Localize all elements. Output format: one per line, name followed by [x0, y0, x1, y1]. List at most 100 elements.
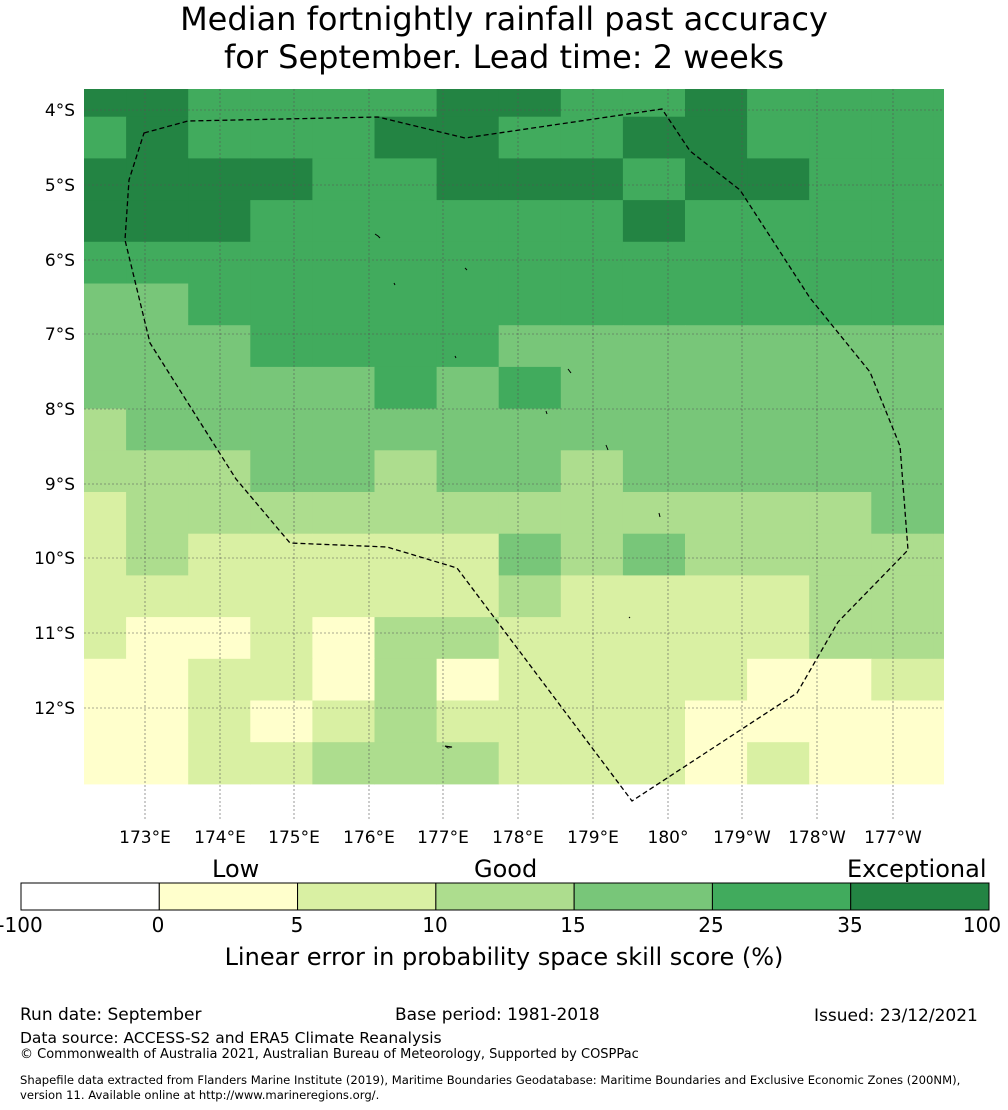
- issued-date: Issued: 23/12/2021: [814, 1006, 978, 1026]
- skill-cell: [809, 492, 872, 535]
- skill-cell: [933, 533, 944, 576]
- skill-cell: [250, 283, 313, 326]
- shapefile-credit-line2: version 11. Available online at http://w…: [20, 1088, 380, 1102]
- skill-cell: [685, 742, 748, 785]
- skill-cell: [622, 617, 686, 660]
- skill-cell: [498, 533, 562, 576]
- skill-cell: [871, 366, 934, 410]
- chart-title-line1: Median fortnightly rainfall past accurac…: [180, 0, 828, 38]
- skill-cell: [188, 325, 251, 368]
- skill-cell: [312, 408, 375, 451]
- shapefile-credit-line1: Shapefile data extracted from Flanders M…: [20, 1073, 961, 1087]
- skill-cell: [871, 450, 934, 493]
- skill-cell: [685, 325, 748, 368]
- skill-cell: [250, 575, 313, 618]
- skill-cell: [126, 283, 189, 326]
- skill-cell: [84, 700, 127, 743]
- skill-cell: [809, 283, 872, 326]
- skill-cell: [685, 700, 748, 743]
- skill-cell: [126, 158, 189, 201]
- skill-cell: [436, 158, 500, 201]
- skill-cell: [250, 200, 313, 243]
- skill-cell: [871, 533, 934, 576]
- lon-label: 173°E: [119, 828, 171, 848]
- skill-cell: [374, 89, 438, 118]
- skill-cell: [498, 325, 562, 368]
- skill-cell: [312, 492, 375, 535]
- skill-cell: [933, 241, 944, 284]
- skill-cell: [622, 658, 686, 701]
- skill-cell: [84, 408, 127, 451]
- skill-cell: [622, 533, 686, 576]
- skill-cell: [250, 700, 313, 743]
- skill-cell: [933, 200, 944, 243]
- skill-cell: [188, 658, 251, 701]
- skill-cell: [871, 575, 934, 618]
- skill-cell: [560, 200, 624, 243]
- skill-cell: [84, 116, 127, 159]
- skill-cell: [871, 325, 934, 368]
- lat-label: 12°S: [34, 699, 75, 719]
- skill-cell: [374, 241, 438, 284]
- skill-cell: [188, 492, 251, 535]
- lon-label: 180°: [648, 828, 689, 848]
- skill-cell: [374, 366, 438, 410]
- skill-cell: [126, 366, 189, 410]
- skill-cell: [685, 617, 748, 660]
- colorbar-segment: [297, 882, 437, 911]
- skill-cell: [685, 575, 748, 618]
- colorbar-tick-0: 0: [151, 913, 165, 937]
- lat-label: 8°S: [45, 400, 75, 420]
- skill-cell: [871, 658, 934, 701]
- skill-cell: [871, 492, 934, 535]
- skill-cell: [498, 158, 562, 201]
- colorbar-tick-15: 15: [560, 913, 586, 937]
- colorbar-tick-100: 100: [962, 913, 1002, 937]
- skill-cell: [84, 89, 127, 118]
- skill-grid-cells: [84, 89, 944, 785]
- skill-cell: [126, 617, 189, 660]
- skill-cell: [188, 408, 251, 451]
- island-6: [545, 410, 548, 415]
- lon-label: 175°E: [268, 828, 320, 848]
- skill-cell: [560, 116, 624, 159]
- lon-label: 177°W: [864, 828, 922, 848]
- skill-cell: [560, 492, 624, 535]
- skill-cell: [622, 158, 686, 201]
- skill-cell: [560, 366, 624, 410]
- skill-cell: [84, 742, 127, 785]
- colorbar-segment: [850, 882, 990, 911]
- skill-cell: [933, 492, 944, 535]
- skill-cell: [250, 742, 313, 785]
- skill-cell: [933, 742, 944, 785]
- skill-cell: [436, 408, 500, 451]
- skill-cell: [933, 158, 944, 201]
- skill-cell: [312, 742, 375, 785]
- skill-cell: [622, 742, 686, 785]
- skill-cell: [747, 533, 810, 576]
- copyright-notice: © Commonwealth of Australia 2021, Austra…: [20, 1047, 639, 1062]
- lon-label: 177°E: [417, 828, 469, 848]
- skill-cell: [747, 366, 810, 410]
- skill-cell: [498, 408, 562, 451]
- skill-cell: [126, 325, 189, 368]
- skill-cell: [84, 492, 127, 535]
- skill-cell: [250, 492, 313, 535]
- skill-cell: [126, 700, 189, 743]
- skill-cell: [747, 617, 810, 660]
- skill-cell: [622, 575, 686, 618]
- lon-label: 178°W: [788, 828, 846, 848]
- skill-cell: [747, 658, 810, 701]
- skill-cell: [498, 575, 562, 618]
- skill-cell: [809, 158, 872, 201]
- island-1: [374, 233, 381, 239]
- skill-cell: [374, 492, 438, 535]
- skill-cell: [933, 89, 944, 118]
- skill-cell: [312, 533, 375, 576]
- skill-cell: [747, 700, 810, 743]
- skill-cell: [809, 658, 872, 701]
- skill-cell: [250, 450, 313, 493]
- skill-cell: [84, 575, 127, 618]
- colorbar: [20, 882, 990, 911]
- colorbar-tick-5: 5: [290, 913, 304, 937]
